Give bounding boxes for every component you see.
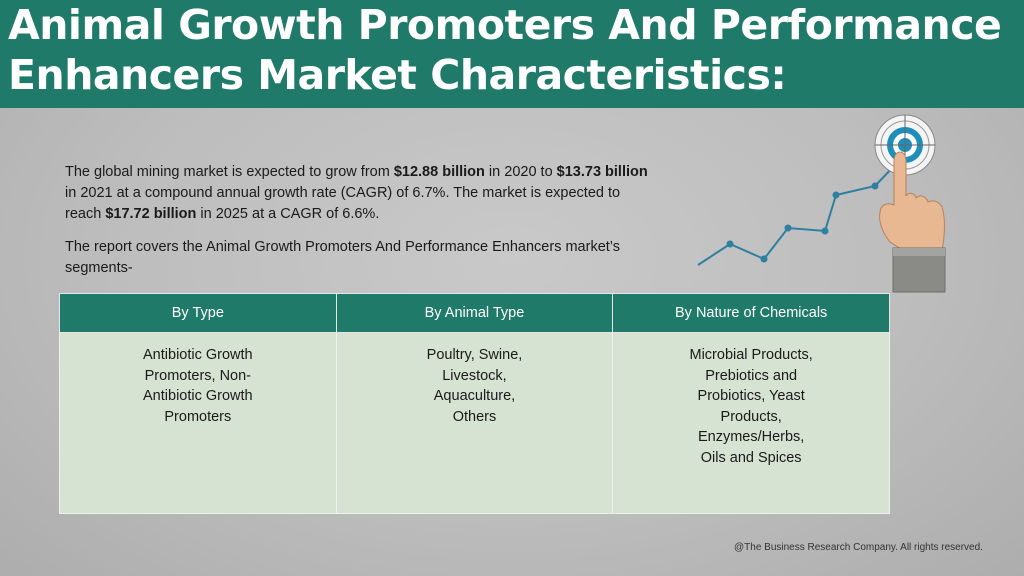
text-run: The global mining market is expected to … <box>65 164 394 180</box>
cell-by-type: Antibiotic Growth Promoters, Non-Antibio… <box>59 332 337 514</box>
text-run: in 2025 at a CAGR of 6.6%. <box>196 206 380 222</box>
growth-points <box>726 182 879 263</box>
growth-chart-icon <box>697 114 946 293</box>
text-run: in 2021 at a compound annual growth rate… <box>65 185 621 222</box>
cell-by-animal-type: Poultry, Swine, Livestock, Aquaculture, … <box>335 332 614 514</box>
cell-text: Microbial Products, Prebiotics and Probi… <box>689 347 813 466</box>
intro-text: The global mining market is expected to … <box>65 162 655 291</box>
growth-line <box>697 164 896 266</box>
header-by-type: By Type <box>59 293 337 333</box>
value-2021: $13.73 billion <box>556 164 648 180</box>
segments-paragraph: The report covers the Animal Growth Prom… <box>65 239 621 276</box>
title-line-1: Animal Growth Promoters And Performance <box>8 1 1002 49</box>
title-line-2: Enhancers Market Characteristics: <box>8 51 787 99</box>
header-by-nature-of-chemicals: By Nature of Chemicals <box>612 293 890 333</box>
value-2025: $17.72 billion <box>105 206 197 222</box>
value-2020: $12.88 billion <box>393 164 485 180</box>
copyright-footer: @The Business Research Company. All righ… <box>734 542 983 553</box>
pointing-hand-icon <box>879 151 946 293</box>
cell-text: Poultry, Swine, Livestock, Aquaculture, … <box>426 347 523 425</box>
cell-text: Antibiotic Growth Promoters, Non-Antibio… <box>143 347 253 425</box>
table-row: Antibiotic Growth Promoters, Non-Antibio… <box>59 332 890 514</box>
page-title: Animal Growth Promoters And Performance … <box>8 0 1008 100</box>
header-by-animal-type: By Animal Type <box>335 293 614 333</box>
text-run: in 2020 to <box>484 164 557 180</box>
cell-by-nature-of-chemicals: Microbial Products, Prebiotics and Probi… <box>612 332 890 514</box>
market-growth-paragraph: The global mining market is expected to … <box>65 162 655 225</box>
segments-table: By Type By Animal Type By Nature of Chem… <box>59 293 890 514</box>
title-band <box>0 0 1024 108</box>
table-header-row: By Type By Animal Type By Nature of Chem… <box>59 293 890 333</box>
